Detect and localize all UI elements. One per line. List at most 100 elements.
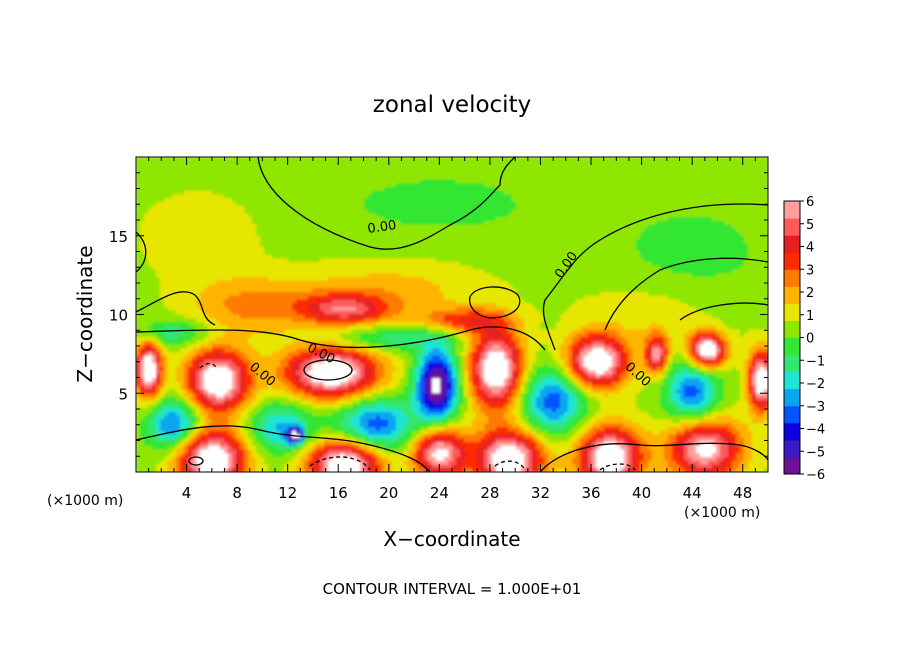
heatmap-cell [388,265,393,271]
heatmap-cell [480,179,485,184]
heatmap-cell [732,262,737,267]
heatmap-cell [740,247,745,252]
heatmap-cell [172,262,177,267]
heatmap-cell [252,235,257,241]
heatmap-cell [244,213,249,218]
heatmap-cell [588,232,593,237]
heatmap-cell [572,194,577,199]
heatmap-cell [712,168,717,173]
heatmap-cell [664,258,669,263]
heatmap-cell [640,179,645,184]
heatmap-cell [176,205,181,211]
heatmap-cell [164,235,169,241]
heatmap-cell [716,157,721,162]
heatmap-cell [684,190,689,196]
heatmap-cell [476,164,481,169]
heatmap-cell [712,228,717,233]
heatmap-cell [532,168,537,173]
heatmap-cell [256,187,261,192]
heatmap-cell [492,172,497,177]
heatmap-cell [220,247,225,252]
heatmap-cell [548,164,553,169]
heatmap-cell [560,220,565,226]
heatmap-cell [576,220,581,226]
heatmap-cell [288,183,293,188]
heatmap-cell [700,239,705,244]
heatmap-cell [224,258,229,263]
heatmap-cell [188,202,193,207]
heatmap-cell [264,190,269,196]
heatmap-cell [732,179,737,184]
heatmap-cell [692,190,697,196]
heatmap-cell [216,190,221,196]
heatmap-cell [308,164,313,169]
heatmap-cell [444,209,449,214]
heatmap-cell [516,194,521,199]
heatmap-cell [348,168,353,173]
heatmap-cell [752,220,757,226]
heatmap-cell [172,269,177,274]
heatmap-cell [224,217,229,222]
heatmap-cell [752,187,757,192]
heatmap-cell [376,183,381,188]
heatmap-cell [656,202,661,207]
heatmap-cell [712,194,717,199]
heatmap-cell [400,175,405,181]
heatmap-cell [692,198,697,203]
heatmap-cell [424,190,429,196]
heatmap-cell [396,228,401,233]
heatmap-cell [368,198,373,203]
heatmap-cell [724,160,729,166]
heatmap-cell [248,262,253,267]
heatmap-cell [624,205,629,211]
heatmap-cell [540,247,545,252]
heatmap-cell [740,224,745,229]
heatmap-cell [280,202,285,207]
heatmap-cell [516,224,521,229]
heatmap-cell [488,239,493,244]
heatmap-cell [724,232,729,237]
heatmap-cell [300,183,305,188]
heatmap-cell [624,187,629,192]
heatmap-cell [348,190,353,196]
heatmap-cell [428,273,433,278]
heatmap-cell [672,172,677,177]
heatmap-cell [552,194,557,199]
heatmap-cell [560,194,565,199]
heatmap-cell [396,254,401,259]
heatmap-cell [692,164,697,169]
heatmap-cell [136,168,141,173]
heatmap-cell [380,183,385,188]
heatmap-cell [320,194,325,199]
heatmap-cell [568,262,573,267]
heatmap-cell [212,220,217,226]
heatmap-cell [440,168,445,173]
heatmap-cell [656,217,661,222]
heatmap-cell [184,235,189,241]
heatmap-cell [652,269,657,274]
heatmap-cell [576,228,581,233]
heatmap-cell [536,157,541,162]
heatmap-cell [484,220,489,226]
heatmap-cell [528,258,533,263]
heatmap-cell [632,265,637,271]
heatmap-cell [308,269,313,274]
heatmap-cell [308,273,313,278]
heatmap-cell [372,273,377,278]
heatmap-cell [616,213,621,218]
heatmap-cell [568,258,573,263]
heatmap-cell [224,243,229,248]
heatmap-cell [676,205,681,211]
heatmap-cell [732,220,737,226]
heatmap-cell [372,202,377,207]
heatmap-cell [576,168,581,173]
heatmap-cell [540,232,545,237]
heatmap-cell [456,209,461,214]
heatmap-cell [524,164,529,169]
heatmap-cell [316,254,321,259]
heatmap-cell [300,262,305,267]
heatmap-cell [384,202,389,207]
heatmap-cell [540,172,545,177]
heatmap-cell [280,183,285,188]
heatmap-cell [376,239,381,244]
